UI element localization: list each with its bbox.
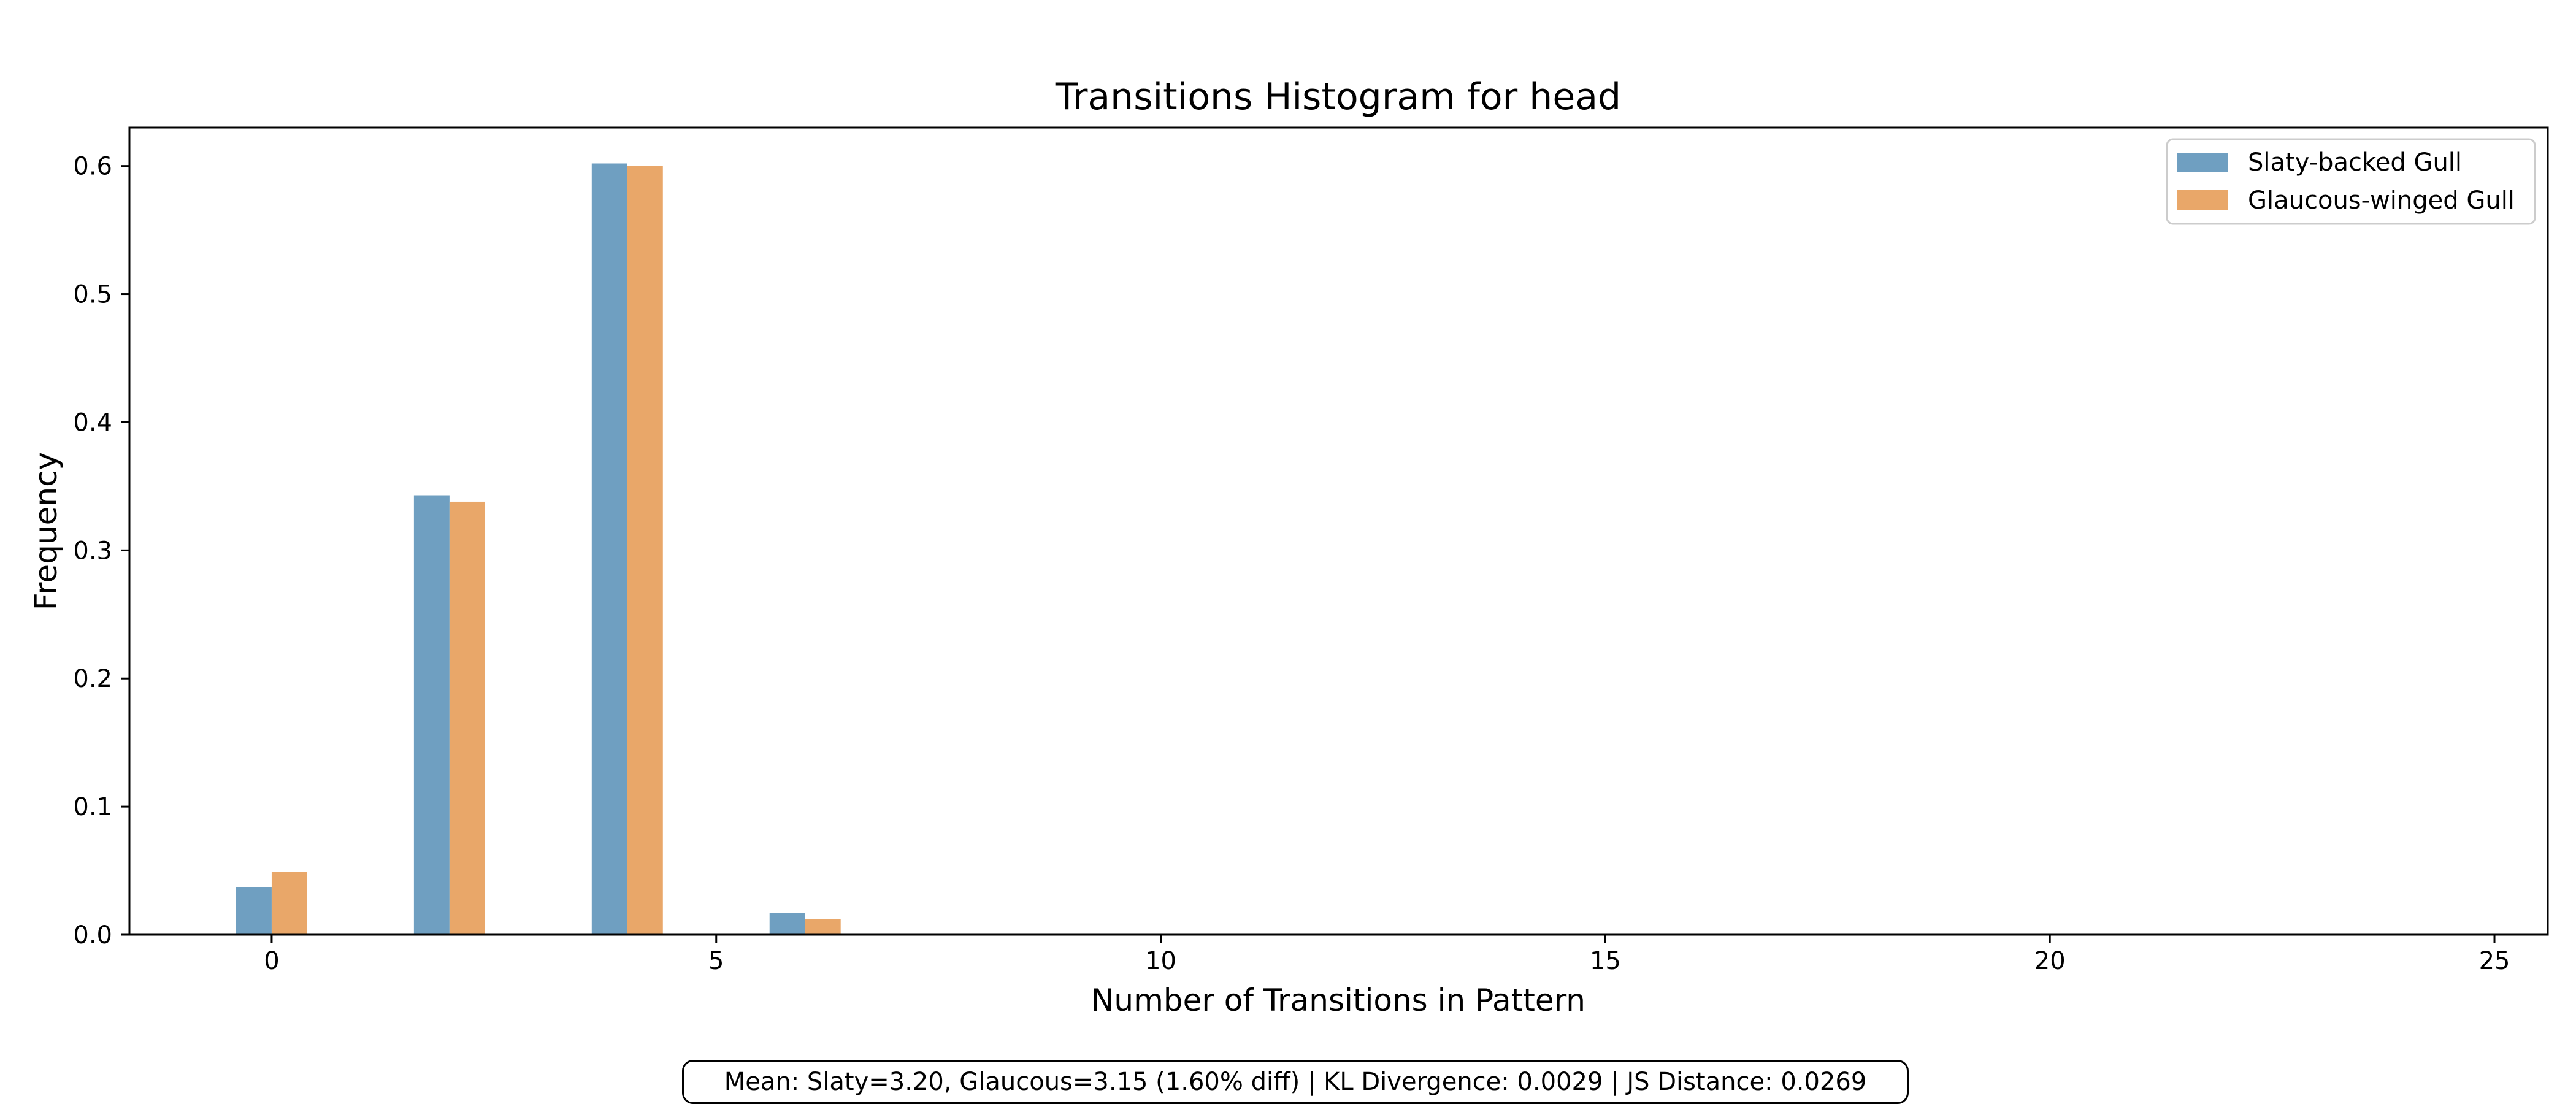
y-axis-label: Frequency: [28, 452, 64, 610]
x-tick-label: 10: [1145, 947, 1176, 975]
x-tick-label: 0: [264, 947, 279, 975]
bar-glaucous-winged-4: [627, 166, 663, 935]
bar-slaty-backed-6: [769, 913, 805, 935]
y-axis-ticks: 0.0 0.1 0.2 0.3 0.4 0.5 0.6: [73, 153, 129, 949]
x-axis-label: Number of Transitions in Pattern: [1091, 983, 1585, 1018]
legend-swatch-slaty-backed: [2177, 153, 2228, 172]
bar-glaucous-winged-6: [805, 919, 841, 935]
bar-glaucous-winged-0: [271, 872, 307, 935]
chart-title: Transitions Histogram for head: [1055, 75, 1621, 118]
stats-text: Mean: Slaty=3.20, Glaucous=3.15 (1.60% d…: [724, 1068, 1867, 1096]
legend-label-glaucous-winged: Glaucous-winged Gull: [2248, 186, 2515, 215]
y-tick-label: 0.3: [73, 537, 112, 565]
x-tick-label: 5: [708, 947, 724, 975]
bar-slaty-backed-4: [591, 163, 627, 935]
y-tick-label: 0.6: [73, 153, 112, 181]
y-tick-label: 0.4: [73, 408, 112, 437]
x-tick-label: 25: [2479, 947, 2510, 975]
legend-frame: [2166, 138, 2536, 225]
y-tick-label: 0.1: [73, 793, 112, 821]
legend-swatch-glaucous-winged: [2177, 190, 2228, 210]
bar-slaty-backed-0: [236, 887, 272, 935]
y-tick-label: 0.5: [73, 281, 112, 309]
bar-slaty-backed-2: [413, 495, 450, 935]
bars-layer: [236, 163, 841, 935]
bar-glaucous-winged-2: [449, 501, 485, 935]
x-tick-label: 20: [2034, 947, 2066, 975]
plot-frame: [128, 126, 2549, 936]
x-tick-label: 15: [1590, 947, 1621, 975]
y-tick-label: 0.2: [73, 665, 112, 693]
legend: Slaty-backed Gull Glaucous-winged Gull: [2166, 138, 2536, 225]
legend-label-slaty-backed: Slaty-backed Gull: [2248, 148, 2462, 177]
y-tick-label: 0.0: [73, 921, 112, 949]
stats-annotation: Mean: Slaty=3.20, Glaucous=3.15 (1.60% d…: [682, 1060, 1909, 1104]
x-axis-ticks: 0 5 10 15 20 25: [264, 935, 2510, 975]
